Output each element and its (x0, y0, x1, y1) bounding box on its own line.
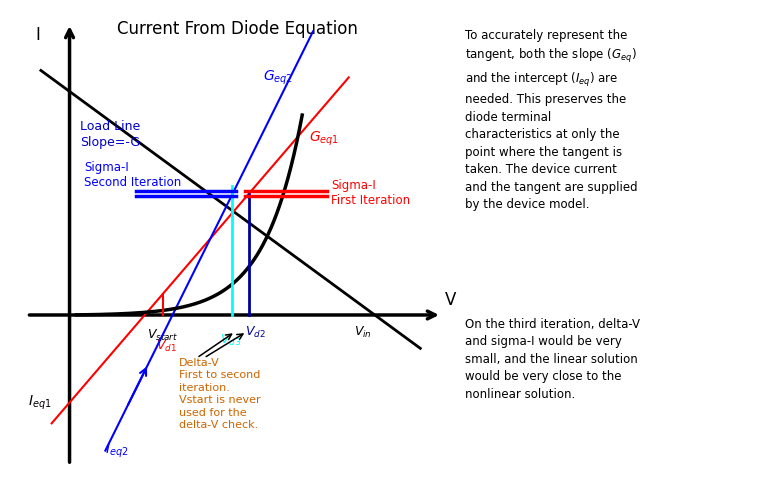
Text: Sigma-I
First Iteration: Sigma-I First Iteration (331, 179, 410, 207)
Text: $V_{d2}$: $V_{d2}$ (245, 325, 266, 340)
Text: $G_{eq1}$: $G_{eq1}$ (309, 130, 340, 148)
Text: $V_{in}$: $V_{in}$ (354, 325, 372, 340)
Text: $I_{eq1}$: $I_{eq1}$ (28, 393, 52, 412)
Text: Current From Diode Equation: Current From Diode Equation (117, 20, 358, 38)
Text: Delta-V
First to second
iteration.
Vstart is never
used for the
delta-V check.: Delta-V First to second iteration. Vstar… (179, 358, 260, 430)
Text: $V_{d1}$: $V_{d1}$ (156, 339, 176, 354)
Text: $V_{d3}$: $V_{d3}$ (220, 333, 241, 348)
Text: Load Line
Slope=-G: Load Line Slope=-G (81, 121, 140, 149)
Text: To accurately represent the
tangent, both the slope ($G_{eq}$)
and the intercept: To accurately represent the tangent, bot… (466, 29, 638, 211)
Text: V: V (446, 292, 456, 310)
Text: $I_{eq2}$: $I_{eq2}$ (105, 442, 129, 460)
Text: $G_{eq2}$: $G_{eq2}$ (263, 69, 293, 87)
Text: I: I (35, 26, 40, 44)
Text: On the third iteration, delta-V
and sigma-I would be very
small, and the linear : On the third iteration, delta-V and sigm… (466, 318, 640, 401)
Text: Sigma-I
Second Iteration: Sigma-I Second Iteration (84, 161, 181, 189)
Text: $V_{start}$: $V_{start}$ (147, 327, 178, 343)
